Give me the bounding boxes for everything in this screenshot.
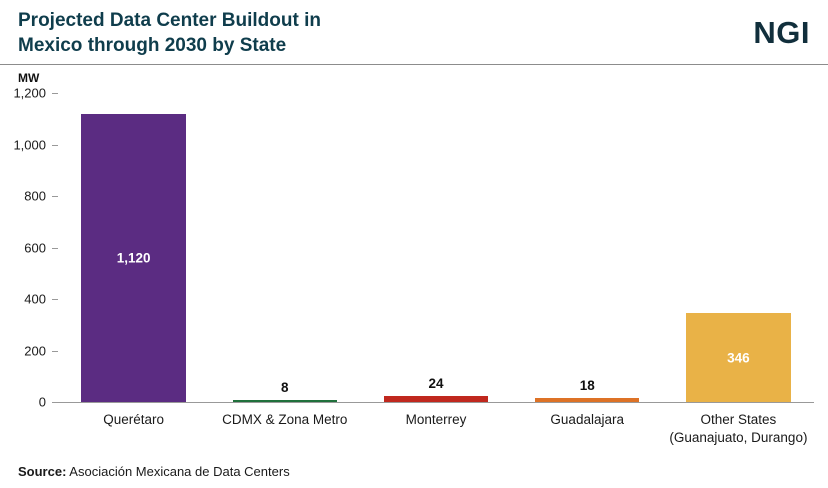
x-axis-label: Monterrey [405, 412, 467, 428]
bars-container: 1,120 8 24 18 346 [58, 93, 814, 403]
bar-slot: 1,120 [58, 93, 209, 403]
bar-value-label: 24 [428, 375, 444, 391]
x-axis-label: Querétaro [103, 412, 164, 428]
y-tick-label: 1,000 [13, 137, 46, 153]
bar-value-label: 346 [727, 350, 750, 366]
bar-0: 1,120 [81, 113, 186, 403]
source-note: Source: Asociación Mexicana de Data Cent… [18, 464, 828, 479]
y-tick-label: 800 [24, 188, 46, 204]
bar-4: 346 [686, 313, 791, 403]
chart: MW 1,120 8 24 18 346 1,200 1,000 800 600 400 200 0… [0, 65, 828, 447]
y-axis-unit-label: MW [18, 71, 40, 86]
y-tick-label: 600 [24, 240, 46, 256]
y-tick-mark [52, 247, 58, 249]
bar-slot: 346 [663, 93, 814, 403]
bar-1 [232, 400, 337, 403]
chart-title: Projected Data Center Buildout in Mexico… [18, 10, 321, 57]
source-label: Source: [18, 463, 67, 479]
plot-area: 1,120 8 24 18 346 1,200 1,000 800 600 400 200 0 [13, 86, 814, 410]
x-axis-label: CDMX & Zona Metro [222, 412, 348, 428]
bar-slot: 24 [360, 93, 511, 403]
y-tick-mark [52, 93, 58, 95]
y-tick-label: 400 [24, 291, 46, 307]
bar-slot: 8 [209, 93, 360, 403]
source-text: Asociación Mexicana de Data Centers [66, 463, 290, 479]
bar-3 [535, 397, 640, 403]
x-axis-label: Other States (Guanajuato, Durango) [669, 412, 808, 446]
bar-value-label: 1,120 [116, 250, 151, 266]
y-tick-mark [52, 144, 58, 146]
x-axis-label: Guadalajara [550, 412, 624, 428]
y-tick-mark [52, 196, 58, 198]
x-axis-labels: Querétaro CDMX & Zona Metro Monterrey Guada… [58, 403, 814, 447]
bar-value-label: 8 [281, 380, 289, 396]
header: Projected Data Center Buildout in Mexico… [0, 0, 828, 66]
y-tick-label: 0 [38, 394, 46, 410]
y-tick-label: 1,200 [13, 85, 46, 101]
y-tick-mark [52, 350, 58, 352]
bar-slot: 18 [512, 93, 663, 403]
bar-2 [383, 395, 489, 403]
y-tick-label: 200 [24, 343, 46, 359]
y-tick-mark [52, 402, 58, 404]
bar-value-label: 18 [579, 377, 595, 393]
ngi-logo: NGI [753, 15, 810, 51]
y-tick-mark [52, 299, 58, 301]
